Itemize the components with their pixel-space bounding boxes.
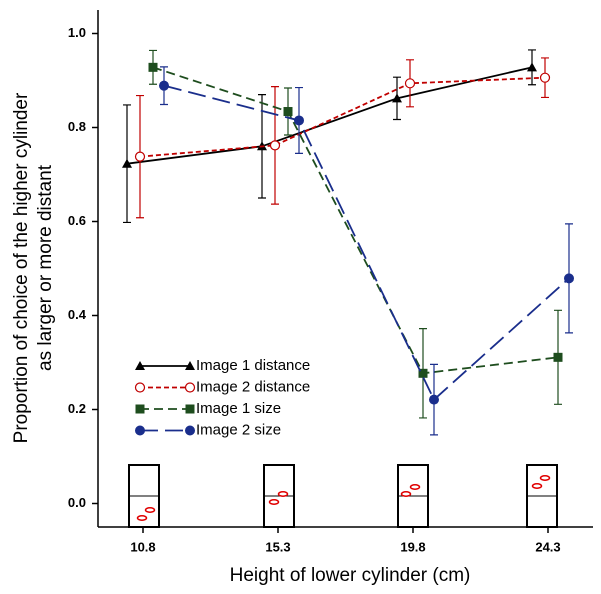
marker [122,158,132,168]
marker [135,425,145,436]
x-axis-title: Height of lower cylinder (cm) [230,565,471,586]
marker [159,80,169,91]
marker [283,107,293,117]
marker [527,62,537,72]
marker [185,361,195,370]
cylinder-icons [128,464,558,528]
marker [294,115,304,126]
marker [135,361,145,370]
marker [564,273,574,284]
marker [418,368,428,378]
marker [134,382,146,393]
marker [392,93,402,103]
marker [269,140,281,151]
marker [185,404,195,414]
legend-label: Image 1 distance [196,357,310,374]
x-tick-label: 24.3 [535,539,560,554]
marker [135,404,145,414]
marker [539,72,551,83]
marker [185,425,195,436]
x-tick-label: 10.8 [130,539,155,554]
legend-label: Image 2 distance [196,378,310,395]
legend-label: Image 2 size [196,421,281,438]
marker [148,62,158,72]
y-tick-label: 0.8 [68,119,86,134]
y-tick-label: 1.0 [68,25,86,40]
series-line [139,76,546,158]
y-tick-label: 0.4 [68,307,87,322]
marker [429,394,439,405]
y-axis-title: as larger or more distant [35,164,56,371]
series-line [126,66,533,165]
series-line [152,66,559,375]
y-tick-label: 0.6 [68,213,86,228]
x-tick-label: 15.3 [265,539,290,554]
marker [404,78,416,89]
series-line [163,84,570,402]
marker [553,352,563,362]
x-tick-label: 19.8 [400,539,425,554]
y-tick-label: 0.0 [68,495,86,510]
marker [184,382,196,393]
y-tick-label: 0.2 [68,401,86,416]
legend-label: Image 1 size [196,400,281,417]
marker [134,151,146,162]
y-axis-title: Proportion of choice of the higher cylin… [11,92,32,443]
